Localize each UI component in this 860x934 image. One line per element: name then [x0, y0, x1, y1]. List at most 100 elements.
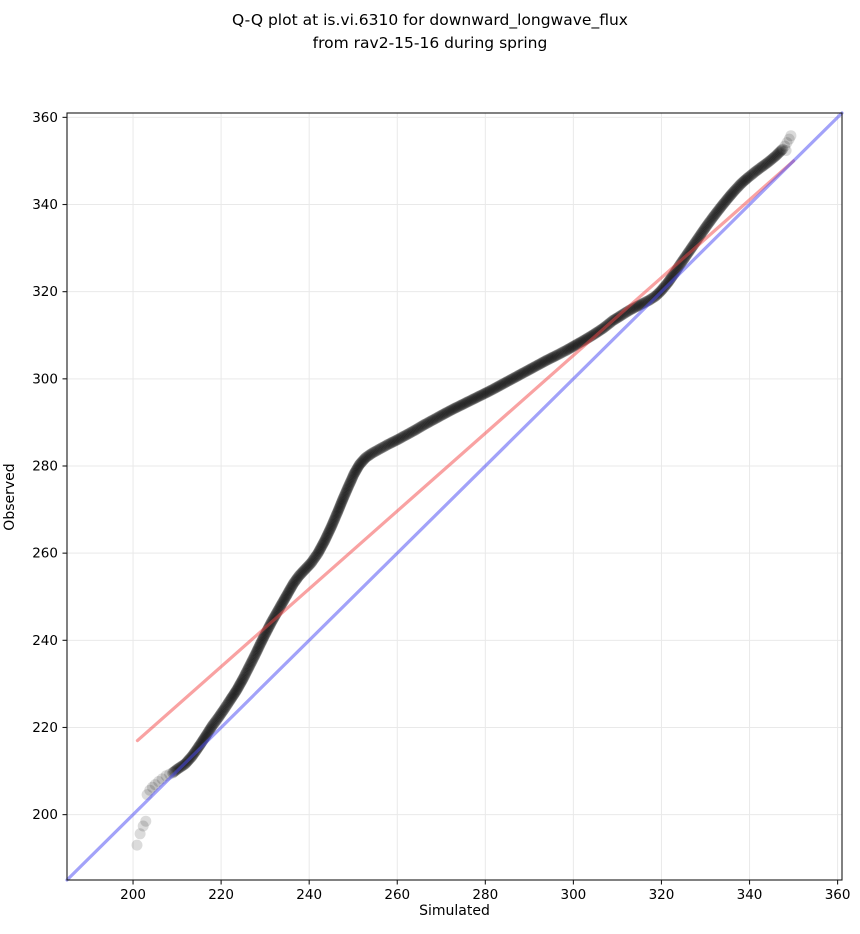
qq-point [700, 222, 711, 233]
qq-point [346, 472, 358, 484]
axes-spines [66, 112, 843, 881]
qq-point [322, 527, 334, 539]
qq-point [283, 586, 294, 598]
qq-point [240, 667, 252, 679]
qq-point [542, 354, 554, 366]
qq-point [337, 494, 349, 506]
qq-point [457, 398, 469, 410]
qq-point [744, 170, 756, 182]
qq-point [255, 638, 266, 650]
qq-point [560, 345, 571, 357]
qq-point [753, 163, 765, 175]
qq-point [281, 589, 293, 601]
qq-point [468, 393, 480, 405]
qq-point [556, 347, 567, 359]
qq-point [202, 727, 214, 739]
qq-point [513, 369, 525, 381]
qq-point [220, 701, 232, 713]
qq-point [698, 224, 710, 236]
qq-point [192, 741, 204, 753]
qq-point [388, 436, 399, 448]
qq-point [420, 418, 432, 430]
qq-point [239, 670, 250, 682]
qq-point [323, 525, 335, 537]
qq-point [208, 717, 220, 729]
qq-point [530, 360, 542, 372]
qq-point [509, 371, 521, 383]
qq-point [347, 471, 359, 482]
qq-point [292, 571, 304, 583]
qq-point [219, 702, 231, 714]
qq-point [723, 191, 735, 203]
qq-point [278, 593, 290, 605]
qq-point [311, 548, 323, 560]
qq-point [757, 160, 769, 172]
qq-point [719, 196, 731, 208]
qq-point [308, 553, 320, 565]
qq-point [319, 535, 331, 547]
qq-point [339, 487, 351, 499]
qq-point [327, 516, 339, 528]
qq-point [777, 143, 789, 155]
qq-point [278, 595, 290, 606]
qq-point [315, 542, 327, 554]
qq-point [429, 413, 441, 425]
qq-point [345, 474, 357, 486]
qq-point [662, 277, 674, 289]
qq-point [284, 584, 296, 596]
qq-point [395, 432, 407, 444]
qq-point [224, 695, 236, 706]
qq-point [299, 564, 311, 576]
qq-point [439, 408, 451, 419]
qq-point [707, 212, 718, 224]
qq-point [470, 392, 482, 404]
qq-point [296, 567, 308, 579]
qq-point [415, 421, 427, 432]
qq-point [235, 677, 246, 689]
qq-point [192, 742, 203, 754]
qq-point [776, 144, 787, 156]
y-axis-label: Observed [2, 463, 18, 531]
qq-point [204, 723, 216, 735]
qq-point [381, 439, 393, 451]
qq-point [353, 460, 365, 472]
qq-point [460, 397, 471, 409]
qq-point [456, 399, 468, 411]
qq-point [358, 454, 370, 466]
qq-point [256, 635, 268, 647]
qq-point [253, 641, 265, 653]
qq-point [454, 400, 465, 412]
qq-point [242, 664, 254, 675]
qq-point [616, 309, 628, 321]
qq-point [550, 350, 562, 361]
qq-point [721, 194, 733, 206]
qq-point [390, 435, 402, 446]
qq-point [462, 396, 474, 408]
qq-point [230, 686, 242, 697]
qq-point [738, 175, 750, 187]
qq-point [734, 179, 746, 191]
qq-outlier-point [146, 781, 158, 793]
qq-point [544, 353, 556, 364]
qq-point [244, 660, 256, 672]
x-tick-label: 360 [825, 887, 851, 903]
qq-point [291, 572, 303, 584]
qq-point [289, 575, 301, 587]
qq-point [563, 343, 575, 355]
qq-point [231, 684, 242, 696]
qq-point [363, 449, 375, 461]
qq-point [409, 424, 421, 436]
qq-point [252, 643, 264, 655]
qq-point [307, 554, 319, 566]
qq-point [543, 353, 555, 365]
qq-point [705, 214, 717, 226]
qq-point [340, 486, 352, 498]
qq-point [215, 708, 227, 720]
qq-point [209, 716, 221, 728]
qq-point [399, 430, 411, 442]
qq-point [345, 476, 357, 488]
qq-point [335, 499, 346, 511]
qq-point [217, 704, 229, 716]
qq-point [722, 192, 734, 204]
qq-point [547, 351, 559, 363]
